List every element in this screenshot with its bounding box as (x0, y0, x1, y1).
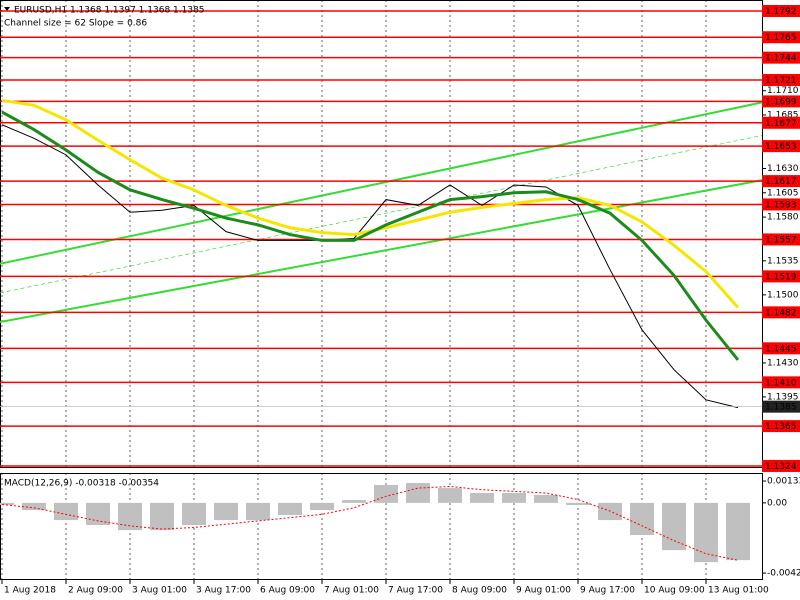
macd-bar (54, 502, 78, 521)
macd-bar (630, 502, 654, 536)
level-label-box (762, 140, 800, 153)
level-label: 1.1699 (765, 97, 797, 107)
moving-average (1, 110, 740, 361)
y-tick-label: 1.1500 (767, 290, 799, 300)
x-tick-label: 13 Aug 01:00 (708, 586, 769, 596)
level-label: 1.1744 (765, 54, 797, 64)
level-label-box (762, 31, 800, 44)
x-tick-label: 9 Aug 17:00 (580, 586, 635, 596)
y-tick-label: 1.1580 (767, 213, 799, 223)
last-price-box (762, 400, 800, 413)
x-tick-label: 9 Aug 01:00 (516, 586, 571, 596)
macd-bar (470, 493, 494, 503)
channel-line (0, 135, 763, 294)
level-label: 1.1765 (765, 33, 797, 43)
level-label: 1.1445 (765, 344, 797, 354)
channel-line (0, 101, 763, 265)
x-tick-label: 6 Aug 09:00 (260, 586, 315, 596)
level-label: 1.1324 (765, 462, 797, 472)
level-label: 1.1677 (765, 119, 797, 129)
macd-bar (86, 502, 110, 526)
macd-bar (374, 484, 398, 503)
macd-bar (0, 502, 14, 506)
y-tick-label: -0.00428 (767, 569, 800, 579)
level-label-box (762, 51, 800, 64)
chart-title: EURUSD,H1 1.1368 1.1397 1.1368 1.1385 (14, 6, 205, 16)
macd-bar (182, 502, 206, 526)
y-tick-label: 1.1430 (767, 358, 799, 368)
macd-bar (662, 502, 686, 551)
level-label-box (762, 270, 800, 283)
x-tick-label: 1 Aug 2018 (4, 586, 56, 596)
level-label-box (762, 198, 800, 211)
level-label: 1.1557 (765, 235, 797, 245)
macd-bar (566, 502, 590, 506)
macd-bar (534, 494, 558, 503)
level-label: 1.1593 (765, 200, 797, 210)
level-label-box (762, 342, 800, 355)
level-label-box (762, 74, 800, 87)
macd-bar (278, 502, 302, 516)
macd-bar (342, 500, 366, 503)
level-label-box (762, 376, 800, 389)
x-tick-label: 3 Aug 01:00 (132, 586, 187, 596)
last-price-label: 1.1385 (765, 403, 797, 413)
macd-title: MACD(12,26,9) -0.00318 -0.00354 (4, 479, 159, 489)
level-label-box (762, 116, 800, 129)
level-label-box (762, 420, 800, 433)
y-tick-label: 1.1535 (767, 256, 799, 266)
x-tick-label: 8 Aug 09:00 (452, 586, 507, 596)
macd-bar (502, 493, 526, 503)
x-tick-label: 2 Aug 09:00 (68, 586, 123, 596)
level-label-box (762, 306, 800, 319)
level-label-box (762, 4, 800, 17)
macd-bar (406, 483, 430, 503)
price-line (1, 124, 739, 409)
chart-subtitle: Channel size = 62 Slope = 0.86 (4, 19, 147, 29)
y-tick-label: 1.1605 (767, 188, 799, 198)
level-label: 1.1519 (765, 272, 797, 282)
macd-panel (0, 473, 763, 580)
macd-bar (150, 502, 174, 531)
level-label: 1.1617 (765, 177, 797, 187)
level-label: 1.1482 (765, 308, 797, 318)
y-tick-label: 0.00133 (767, 477, 800, 487)
level-label-box (762, 175, 800, 188)
y-tick-label: 1.1395 (767, 392, 799, 402)
y-tick-label: 0.00 (767, 498, 787, 508)
level-label: 1.1365 (765, 422, 797, 432)
macd-bar (726, 502, 750, 561)
macd-bar (694, 502, 718, 563)
symbol-marker (4, 7, 10, 11)
level-label-box (762, 95, 800, 108)
macd-bar (246, 502, 270, 521)
x-tick-label: 3 Aug 17:00 (196, 586, 251, 596)
level-label: 1.1792 (765, 7, 797, 17)
level-label-box (762, 233, 800, 246)
signal-line (1, 485, 739, 561)
macd-bar (310, 502, 334, 511)
x-tick-label: 7 Aug 01:00 (324, 586, 379, 596)
level-label: 1.1410 (765, 378, 797, 388)
y-tick-label: 1.1685 (767, 111, 799, 121)
level-label-box (762, 459, 800, 472)
y-tick-label: 1.1710 (767, 86, 799, 96)
y-tick-label: 1.1630 (767, 164, 799, 174)
macd-bar (22, 502, 46, 511)
x-tick-label: 7 Aug 17:00 (388, 586, 443, 596)
macd-bar (214, 502, 238, 521)
level-label: 1.1653 (765, 142, 797, 152)
macd-bar (438, 488, 462, 503)
level-label: 1.1721 (765, 76, 797, 86)
x-tick-label: 10 Aug 09:00 (644, 586, 705, 596)
